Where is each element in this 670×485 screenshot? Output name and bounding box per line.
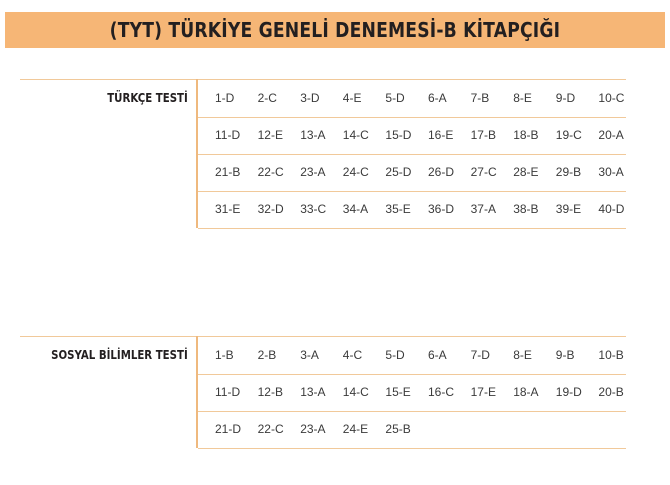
answer-cell: 17-E <box>470 385 496 399</box>
answer-cell: 12-B <box>257 385 283 399</box>
answer-row: 1-D 2-C 3-D 4-E 5-D 6-A 7-B 8-E 9-D 10-C <box>198 80 626 118</box>
divider <box>20 79 626 80</box>
answer-cell: 14-C <box>342 128 369 142</box>
answer-cell: 6-A <box>428 91 447 105</box>
answer-row: 21-B 22-C 23-A 24-C 25-D 26-D 27-C 28-E 29-B 30-A <box>198 154 626 192</box>
answer-cell: 39-E <box>555 202 582 216</box>
divider <box>196 336 198 448</box>
answer-cell: 40-D <box>598 202 625 216</box>
answer-cell: 24-C <box>342 165 369 179</box>
answer-cell: 14-C <box>342 385 369 399</box>
answer-cell: 21-D <box>215 422 242 436</box>
answer-row: 11-D 12-E 13-A 14-C 15-D 16-E 17-B 18-B 19-C 20-A <box>198 117 626 155</box>
answer-cell: 19-D <box>555 385 582 399</box>
answer-cell: 36-D <box>428 202 455 216</box>
answer-cell: 5-D <box>385 91 405 105</box>
answer-cell: 1-D <box>215 91 235 105</box>
answer-cell: 17-B <box>470 128 496 142</box>
answer-cell: 25-B <box>385 422 411 436</box>
answer-cell: 3-D <box>300 91 320 105</box>
answer-row: 21-D 22-C 23-A 24-E 25-B <box>198 411 626 449</box>
answer-cell: 20-B <box>598 385 624 399</box>
answer-cell: 7-B <box>470 91 490 105</box>
answer-cell: 10-B <box>598 348 624 362</box>
answer-cell: 33-C <box>300 202 327 216</box>
answer-cell: 19-C <box>555 128 582 142</box>
answer-cell: 8-E <box>513 348 532 362</box>
answer-cell: 7-D <box>470 348 490 362</box>
answer-row: 31-E 32-D 33-C 34-A 35-E 36-D 37-A 38-B 39-E 40-D <box>198 191 626 229</box>
answer-cell: 2-B <box>257 348 277 362</box>
answer-cell: 35-E <box>385 202 411 216</box>
answer-cell: 22-C <box>257 165 284 179</box>
section-label: TÜRKÇE TESTİ <box>107 91 188 105</box>
answer-cell: 18-A <box>513 385 539 399</box>
answer-cell: 20-A <box>598 128 624 142</box>
answer-cell: 18-B <box>513 128 539 142</box>
answer-cell: 24-E <box>342 422 369 436</box>
answer-cell: 9-B <box>555 348 575 362</box>
answer-cell: 34-A <box>342 202 369 216</box>
answer-cell: 31-E <box>215 202 241 216</box>
answer-cell: 1-B <box>215 348 234 362</box>
answer-cell: 4-E <box>342 91 362 105</box>
answer-cell: 8-E <box>513 91 532 105</box>
answer-cell: 26-D <box>428 165 455 179</box>
answer-cell: 6-A <box>428 348 447 362</box>
answer-cell: 12-E <box>257 128 283 142</box>
answer-cell: 9-D <box>555 91 576 105</box>
answer-cell: 10-C <box>598 91 625 105</box>
answer-cell: 15-D <box>385 128 412 142</box>
answer-cell: 22-C <box>257 422 284 436</box>
section-label: SOSYAL BİLİMLER TESTİ <box>51 348 188 362</box>
answer-cell: 29-B <box>555 165 582 179</box>
page-title: (TYT) TÜRKİYE GENELİ DENEMESİ-B KİTAPÇIĞ… <box>109 18 561 42</box>
divider <box>20 336 626 337</box>
answer-cell: 38-B <box>513 202 539 216</box>
answer-cell: 13-A <box>300 385 326 399</box>
answer-cell: 27-C <box>470 165 497 179</box>
answer-cell: 13-A <box>300 128 326 142</box>
answer-cell: 5-D <box>385 348 405 362</box>
answer-cell: 3-A <box>300 348 319 362</box>
title-banner: (TYT) TÜRKİYE GENELİ DENEMESİ-B KİTAPÇIĞ… <box>5 12 665 48</box>
answer-cell: 16-C <box>428 385 455 399</box>
answer-cell: 37-A <box>470 202 496 216</box>
answer-cell: 4-C <box>342 348 363 362</box>
answer-cell: 30-A <box>598 165 624 179</box>
answer-cell: 15-E <box>385 385 411 399</box>
answer-cell: 2-C <box>257 91 277 105</box>
answer-row: 11-D 12-B 13-A 14-C 15-E 16-C 17-E 18-A 19-D 20-B <box>198 374 626 412</box>
answer-row: 1-B 2-B 3-A 4-C 5-D 6-A 7-D 8-E 9-B 10-B <box>198 337 626 375</box>
answer-cell: 21-B <box>215 165 241 179</box>
answer-cell: 11-D <box>215 385 241 399</box>
divider <box>196 79 198 228</box>
answer-cell: 32-D <box>257 202 284 216</box>
answer-cell: 28-E <box>513 165 539 179</box>
answer-cell: 23-A <box>300 165 326 179</box>
answer-cell: 23-A <box>300 422 326 436</box>
answer-cell: 11-D <box>215 128 241 142</box>
answer-cell: 16-E <box>428 128 454 142</box>
answer-cell: 25-D <box>385 165 412 179</box>
